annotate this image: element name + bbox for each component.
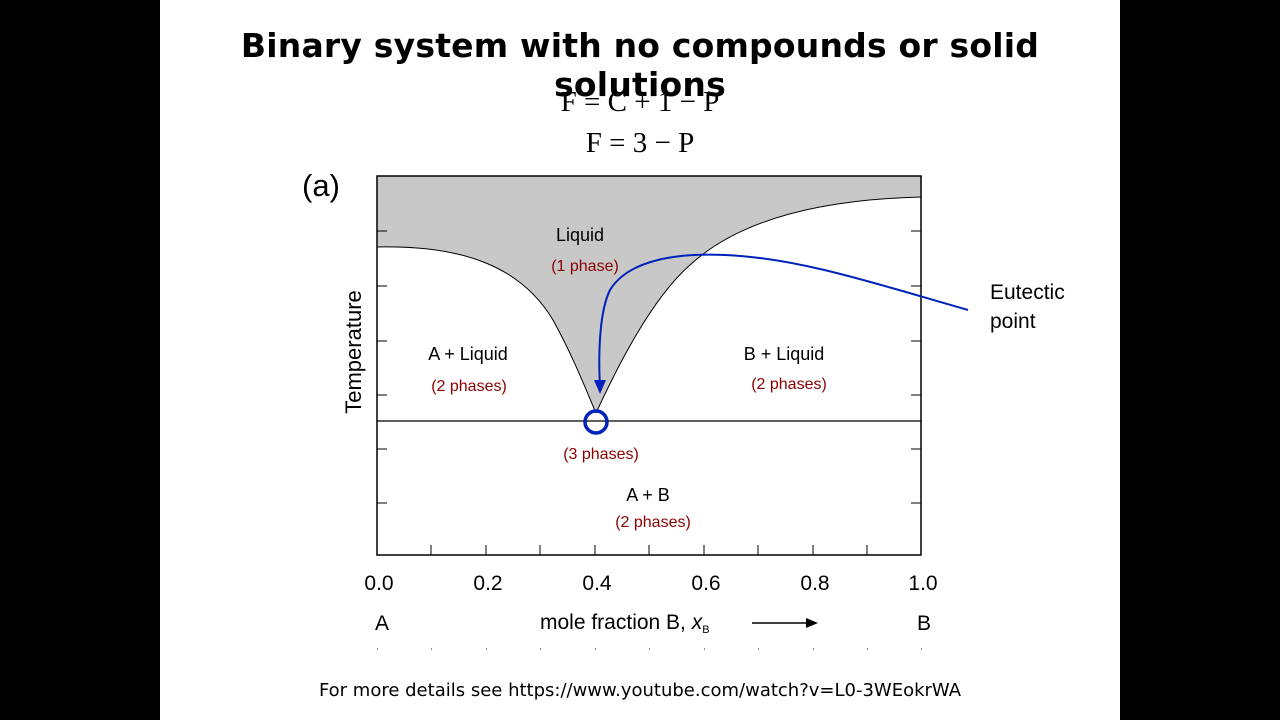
x-tick-label: 1.0: [908, 572, 937, 595]
x-axis-label: mole fraction B, xB: [540, 611, 710, 636]
x-tick-label: 0.6: [691, 572, 720, 595]
axis-dots: [377, 648, 922, 650]
x-tick-label: 0.0: [364, 572, 393, 595]
eutectic-point-marker: [583, 409, 609, 435]
y-ticks-left: [377, 230, 387, 504]
panel-label: (a): [302, 168, 340, 203]
x-ticks-bottom: [430, 545, 868, 555]
component-b-label: B: [917, 612, 931, 635]
x-axis-label-sub: B: [702, 624, 709, 636]
x-tick-label: 0.2: [473, 572, 502, 595]
x-tick-label: 0.4: [582, 572, 612, 595]
x-axis-label-var: x: [691, 611, 704, 634]
liquidus-curve-left: [376, 246, 597, 414]
liquid-region: [377, 176, 921, 413]
y-ticks-right: [911, 230, 921, 504]
region-a-b-label: A + B: [626, 485, 670, 505]
region-a-liquid-label: A + Liquid: [428, 344, 508, 364]
liquidus-curve-right: [595, 196, 922, 414]
eutectic-phases: (3 phases): [563, 446, 639, 463]
x-tick-label: 0.8: [800, 572, 829, 595]
slide-title: Binary system with no compounds or solid…: [240, 26, 1040, 104]
region-a-b-phases: (2 phases): [615, 514, 691, 531]
x-axis-arrow-head: [806, 618, 818, 628]
region-a-liquid-phases: (2 phases): [431, 378, 507, 395]
region-liquid-phases: (1 phase): [551, 258, 619, 275]
slide: Binary system with no compounds or solid…: [160, 0, 1120, 720]
equation-2: F = 3 − P: [585, 127, 695, 159]
x-axis-label-text: mole fraction B,: [540, 611, 692, 634]
region-b-liquid-phases: (2 phases): [751, 376, 827, 393]
region-b-liquid-label: B + Liquid: [744, 344, 825, 364]
equation-1: F = C + 1 − P: [560, 86, 720, 118]
y-axis-label: Temperature: [341, 290, 366, 414]
footer-note: For more details see https://www.youtube…: [318, 680, 962, 701]
phase-diagram: (a): [302, 168, 1065, 650]
eutectic-label-line1: Eutectic: [990, 281, 1065, 304]
region-liquid-label: Liquid: [556, 225, 604, 245]
component-a-label: A: [375, 612, 389, 635]
eutectic-pointer-arrowhead: [594, 380, 606, 394]
eutectic-pointer-arrow: [598, 253, 969, 389]
eutectic-label-line2: point: [990, 310, 1036, 333]
